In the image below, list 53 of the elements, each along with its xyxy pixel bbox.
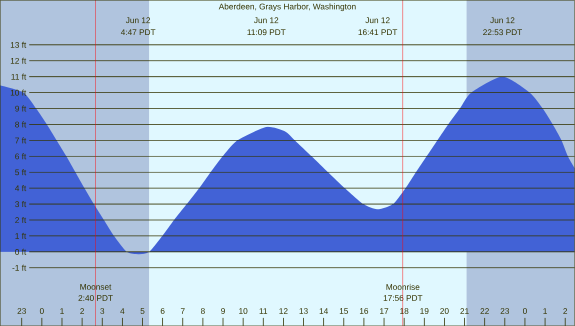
y-tick-label: 4 ft xyxy=(14,184,26,192)
y-tick-label: 11 ft xyxy=(11,74,26,80)
y-tick-label: 1 ft xyxy=(15,232,26,239)
y-tick-label: 5 ft xyxy=(15,169,26,176)
x-tick-label: 13 xyxy=(300,308,308,314)
x-tick-label: 16 xyxy=(360,308,368,314)
annotation: 4:47 PDT xyxy=(120,29,156,35)
annotation: Jun 12 xyxy=(365,17,390,24)
x-tick-label: 20 xyxy=(440,308,449,314)
x-tick-label: 10 xyxy=(239,308,248,314)
x-tick-label: 0 xyxy=(522,308,527,314)
annotation: Jun 12 xyxy=(126,17,150,24)
x-tick-label: 0 xyxy=(40,308,44,314)
annotation: 22:53 PDT xyxy=(483,29,522,36)
x-tick-label: 6 xyxy=(160,308,165,314)
x-tick-label: 21 xyxy=(460,308,469,314)
y-tick-label: 8 ft xyxy=(15,121,26,128)
y-tick-label: 10 ft xyxy=(10,89,26,96)
x-tick-label: 17 xyxy=(380,308,388,314)
y-tick-label: 6 ft xyxy=(15,153,26,160)
x-tick-label: 4 xyxy=(120,308,124,314)
annotation: 2:40 PDT xyxy=(78,294,113,301)
x-tick-label: 19 xyxy=(420,308,428,314)
annotation: Jun 12 xyxy=(254,17,278,24)
x-tick-label: 12 xyxy=(279,308,288,314)
y-tick-label: 9 ft xyxy=(15,105,26,112)
x-tick-label: 11 xyxy=(260,308,268,314)
x-tick-label: 15 xyxy=(340,308,348,314)
y-tick-label: 12 ft xyxy=(10,58,26,64)
x-tick-label: 2 xyxy=(563,308,568,314)
x-tick-label: 8 xyxy=(200,308,205,314)
y-tick-label: -1 ft xyxy=(12,264,26,271)
x-tick-label: 14 xyxy=(320,308,328,314)
x-tick-label: 9 xyxy=(221,308,225,314)
x-tick-label: 23 xyxy=(18,308,26,314)
x-tick-label: 1 xyxy=(60,308,64,314)
annotation: 16:41 PDT xyxy=(358,29,398,36)
annotation: Jun 12 xyxy=(490,17,514,24)
annotation: 11:09 PDT xyxy=(247,29,286,36)
x-tick-label: 2 xyxy=(80,308,84,314)
x-tick-label: 3 xyxy=(100,308,104,314)
y-tick-label: 3 ft xyxy=(15,200,26,207)
chart-title: Aberdeen, Grays Harbor, Washington xyxy=(218,3,356,11)
y-tick-label: 7 ft xyxy=(15,137,26,144)
y-tick-label: 13 ft xyxy=(10,42,26,48)
x-tick-label: 5 xyxy=(140,308,144,314)
y-tick-label: 2 ft xyxy=(15,216,26,223)
x-tick-label: 7 xyxy=(180,308,185,314)
x-tick-label: 1 xyxy=(543,308,547,314)
x-tick-label: 23 xyxy=(500,308,510,314)
x-tick-label: 22 xyxy=(480,308,489,314)
y-tick-label: 0 ft xyxy=(15,248,26,255)
ref-line-label: Moonset xyxy=(80,284,112,290)
